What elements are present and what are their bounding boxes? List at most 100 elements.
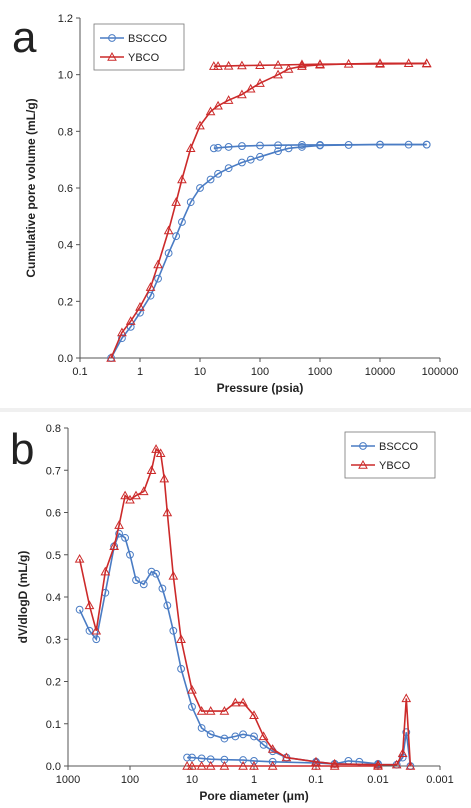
data-point xyxy=(375,58,385,68)
data-point xyxy=(297,59,307,69)
data-point xyxy=(138,486,149,496)
data-point xyxy=(182,760,192,770)
y-tick-label: 0.7 xyxy=(46,465,61,477)
series-line xyxy=(78,447,412,767)
y-tick-label: 0.8 xyxy=(46,423,61,435)
data-point xyxy=(274,141,282,150)
data-point xyxy=(135,301,145,311)
legend-label: YBCO xyxy=(128,52,160,64)
data-point xyxy=(205,760,216,770)
data-point xyxy=(258,731,269,741)
data-point xyxy=(171,197,181,206)
data-point xyxy=(125,494,135,504)
data-point xyxy=(391,759,402,769)
data-point xyxy=(155,448,166,458)
y-tick-label: 0.4 xyxy=(58,240,73,252)
data-point xyxy=(238,697,248,707)
legend-label: YBCO xyxy=(379,460,411,472)
data-point xyxy=(238,158,246,167)
y-tick-label: 0.6 xyxy=(58,183,73,195)
data-point xyxy=(196,760,207,770)
series-line xyxy=(110,143,427,359)
data-point xyxy=(249,710,259,719)
data-point xyxy=(188,702,196,711)
x-tick-label: 0.001 xyxy=(426,774,454,786)
data-point xyxy=(209,144,218,153)
data-point xyxy=(283,63,294,73)
data-point xyxy=(267,760,278,770)
data-point xyxy=(297,61,307,70)
x-axis-label: Pressure (psia) xyxy=(217,381,304,395)
x-tick-label: 1 xyxy=(251,774,257,786)
legend-box xyxy=(344,431,436,479)
data-point xyxy=(147,567,156,576)
data-point xyxy=(373,759,383,769)
data-point xyxy=(185,143,196,153)
data-point xyxy=(125,316,136,325)
data-point xyxy=(206,730,215,739)
data-point xyxy=(188,753,196,762)
x-tick-label: 100 xyxy=(121,774,139,786)
data-point xyxy=(117,327,127,337)
data-point xyxy=(219,760,230,770)
data-point xyxy=(224,164,233,173)
data-point xyxy=(255,78,265,87)
data-point xyxy=(115,529,123,538)
legend-marker xyxy=(358,459,368,469)
data-point xyxy=(267,744,278,753)
data-point xyxy=(237,60,247,70)
legend-box xyxy=(93,23,185,71)
series-bscco-extrusion xyxy=(209,140,431,153)
y-tick-label: 0.2 xyxy=(46,677,61,689)
x-tick-label: 0.1 xyxy=(308,774,323,786)
data-point xyxy=(126,550,134,559)
data-point xyxy=(151,444,161,453)
legend-marker xyxy=(108,34,116,42)
data-point xyxy=(206,175,215,184)
x-tick-label: 10 xyxy=(186,774,198,786)
data-point xyxy=(154,274,162,283)
data-point xyxy=(237,89,247,99)
data-point xyxy=(249,760,259,770)
data-point xyxy=(187,760,197,770)
data-point xyxy=(187,684,197,694)
data-point xyxy=(120,490,130,500)
legend-marker xyxy=(107,51,117,61)
x-axis-label: Pore diameter (μm) xyxy=(199,789,308,803)
data-point xyxy=(230,697,241,707)
data-point xyxy=(355,757,364,766)
y-tick-label: 0.0 xyxy=(58,353,73,365)
series-line xyxy=(213,143,427,150)
data-point xyxy=(311,756,321,766)
data-point xyxy=(195,120,205,130)
data-point xyxy=(145,282,156,291)
data-point xyxy=(373,760,383,770)
data-point xyxy=(114,520,124,529)
data-point xyxy=(131,490,141,500)
data-point xyxy=(224,143,233,151)
legend-label: BSCCO xyxy=(379,441,419,453)
data-point xyxy=(259,740,268,749)
y-tick-label: 0.3 xyxy=(46,634,61,646)
series-line xyxy=(213,62,427,67)
series-ybco xyxy=(106,58,432,362)
data-point xyxy=(239,756,247,764)
data-point xyxy=(177,174,187,184)
data-point xyxy=(213,100,223,110)
data-point xyxy=(281,752,292,762)
data-point xyxy=(164,249,173,258)
data-point xyxy=(153,259,163,269)
data-point xyxy=(100,566,111,576)
data-point xyxy=(177,664,185,673)
data-point xyxy=(213,61,223,70)
data-point xyxy=(316,141,324,149)
x-tick-label: 100000 xyxy=(422,366,459,378)
legend-label: BSCCO xyxy=(128,33,168,45)
data-point xyxy=(196,184,204,192)
data-point xyxy=(405,760,416,770)
data-point xyxy=(196,706,207,715)
series-line xyxy=(187,756,379,765)
y-tick-label: 0.2 xyxy=(58,296,73,308)
data-point xyxy=(169,626,178,635)
data-point xyxy=(152,569,160,578)
